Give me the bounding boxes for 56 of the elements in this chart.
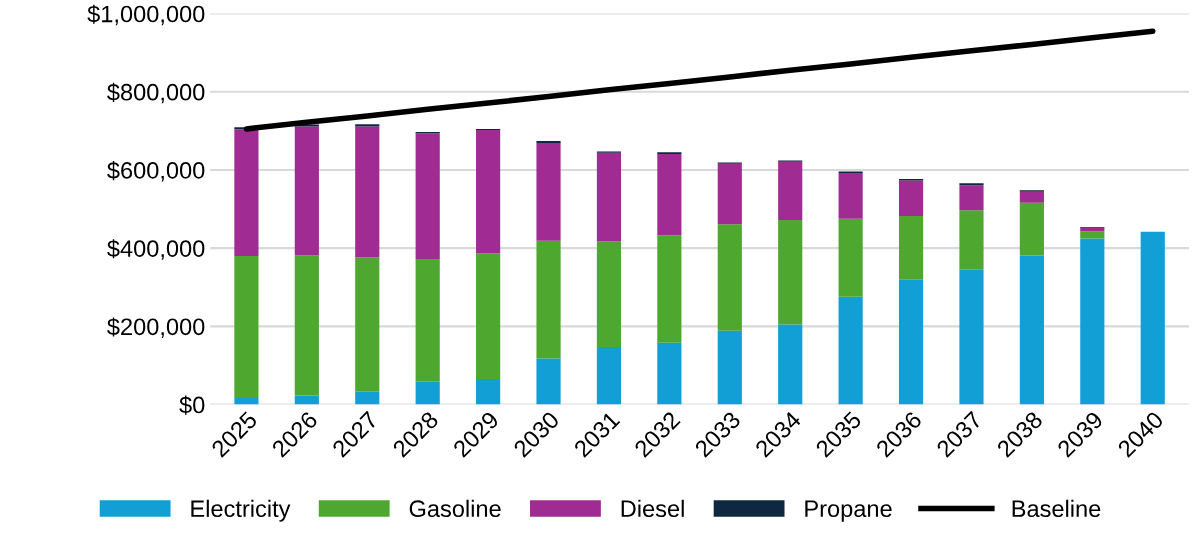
bar [294, 126, 319, 256]
y-tick-label: $1,000,000 [87, 4, 205, 26]
bar [234, 129, 259, 256]
bar [355, 391, 380, 405]
y-tick-label: $400,000 [107, 239, 205, 260]
bar [476, 379, 501, 405]
bar [234, 255, 259, 398]
bar [898, 180, 924, 217]
bar [536, 358, 561, 405]
bar [355, 124, 380, 127]
bar [778, 324, 803, 405]
bar [355, 126, 380, 258]
bar [415, 259, 440, 382]
bar [476, 253, 501, 380]
bar [1019, 255, 1044, 405]
bar [1080, 238, 1105, 405]
bar [536, 142, 561, 241]
bar [536, 240, 561, 359]
bar [234, 397, 259, 405]
bar [717, 330, 742, 405]
legend-label: Diesel [621, 499, 684, 518]
bar [415, 133, 440, 260]
legend-label: Baseline [1012, 499, 1101, 518]
bar [959, 269, 984, 405]
bar [1019, 202, 1044, 256]
bar [476, 130, 501, 254]
bar [717, 224, 742, 331]
y-tick-label: $0 [179, 395, 205, 415]
y-tick-label: $600,000 [107, 161, 205, 182]
bar [657, 342, 682, 405]
bar [355, 257, 380, 392]
bar [657, 153, 682, 236]
bar [415, 381, 440, 405]
bar [898, 216, 924, 280]
bar [898, 279, 924, 405]
bar [959, 210, 984, 270]
bar [838, 296, 863, 405]
bar [596, 152, 622, 242]
bar [1080, 231, 1105, 239]
bar [657, 235, 682, 343]
bar [596, 241, 622, 348]
bar [717, 163, 742, 225]
y-tick-label: $800,000 [107, 82, 205, 104]
bar [838, 173, 863, 219]
bar [959, 185, 984, 211]
bar [1019, 191, 1044, 203]
bar [838, 218, 863, 297]
bar [294, 255, 319, 396]
bar [1140, 231, 1165, 405]
bar [778, 220, 803, 325]
y-tick-label: $200,000 [107, 317, 205, 338]
legend-label: Electricity [191, 499, 291, 522]
legend-label: Propane [805, 500, 892, 522]
bar [596, 347, 622, 405]
bar [778, 161, 803, 220]
legend-label: Gasoline [409, 499, 501, 518]
